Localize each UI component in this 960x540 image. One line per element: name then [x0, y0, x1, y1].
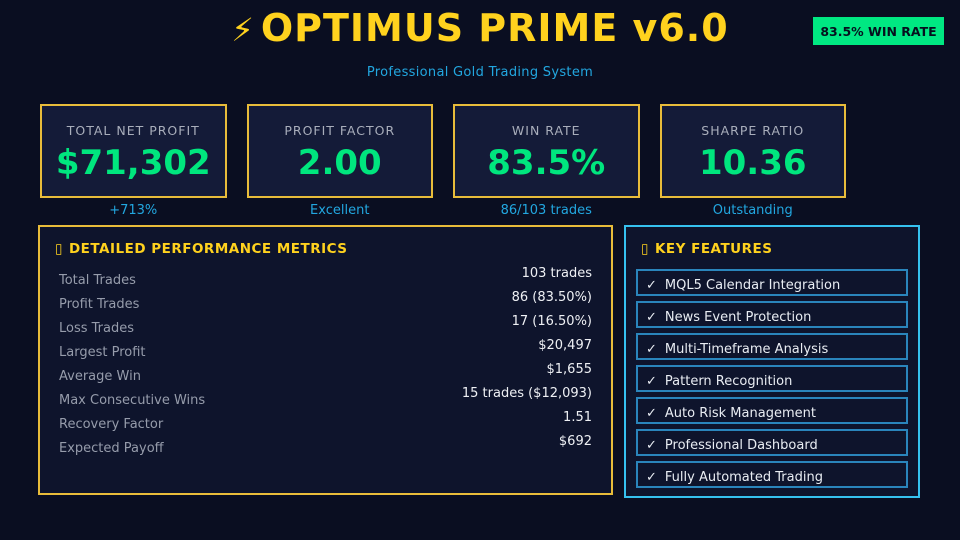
stat-card-value: $71,302	[55, 143, 211, 183]
metric-value: $1,655	[546, 361, 593, 377]
metric-label: Total Trades	[59, 272, 136, 288]
stat-card-label: TOTAL NET PROFIT	[66, 123, 200, 138]
check-icon: ✓	[646, 278, 657, 293]
key-features-title-text: KEY FEATURES	[654, 241, 773, 257]
feature-item: ✓ Multi-Timeframe Analysis	[636, 333, 908, 360]
stat-card-value: 2.00	[297, 143, 382, 183]
stat-card-caption: Outstanding	[712, 203, 793, 218]
feature-item: ✓ MQL5 Calendar Integration	[636, 269, 908, 296]
win-rate-badge: 83.5% WIN RATE	[813, 17, 944, 45]
metric-label: Max Consecutive Wins	[59, 392, 206, 408]
metric-value: 103 trades	[521, 265, 592, 281]
metric-value: 17 (16.50%)	[511, 313, 592, 329]
check-icon: ✓	[646, 374, 657, 389]
metric-label: Recovery Factor	[59, 416, 164, 432]
stat-card: WIN RATE 83.5% 86/103 trades	[453, 104, 640, 218]
stat-card-box: WIN RATE 83.5%	[453, 104, 640, 198]
metric-row: Max Consecutive Wins 15 trades ($12,093)	[59, 385, 592, 412]
metric-label: Largest Profit	[59, 344, 146, 360]
check-icon: ✓	[646, 470, 657, 485]
performance-metrics-title-text: DETAILED PERFORMANCE METRICS	[68, 241, 348, 257]
performance-metrics-title: ▯ DETAILED PERFORMANCE METRICS	[55, 241, 596, 257]
stat-card-label: WIN RATE	[511, 123, 581, 138]
metric-label: Loss Trades	[59, 320, 135, 336]
metric-row: Expected Payoff $692	[59, 433, 592, 460]
check-icon: ✓	[646, 342, 657, 357]
metric-row: Largest Profit $20,497	[59, 337, 592, 364]
stat-card-box: PROFIT FACTOR 2.00	[246, 104, 433, 198]
performance-metrics-panel: ▯ DETAILED PERFORMANCE METRICS Total Trad…	[38, 225, 613, 495]
metric-row: Recovery Factor 1.51	[59, 409, 592, 436]
metric-row: Average Win $1,655	[59, 361, 593, 388]
lightning-icon: ⚡	[231, 11, 255, 49]
feature-item: ✓ Pattern Recognition	[636, 365, 908, 392]
metric-row: Profit Trades 86 (83.50%)	[59, 289, 592, 316]
stat-card-label: PROFIT FACTOR	[284, 123, 396, 138]
stat-card-box: SHARPE RATIO 10.36	[659, 104, 846, 198]
metric-value: $20,497	[538, 337, 592, 353]
metric-rows: Total Trades 103 trades Profit Trades 86…	[59, 265, 593, 460]
feature-item-label: Professional Dashboard	[664, 438, 818, 453]
metric-value: 1.51	[563, 409, 592, 425]
stat-card-caption: Excellent	[310, 203, 370, 218]
feature-items: ✓ MQL5 Calendar Integration ✓ News Event…	[636, 269, 908, 488]
stat-card-label: SHARPE RATIO	[701, 123, 805, 138]
stat-card: TOTAL NET PROFIT $71,302 +713%	[40, 104, 227, 218]
page-title: ⚡ OPTIMUS PRIME v6.0	[0, 6, 960, 50]
feature-item: ✓ Auto Risk Management	[636, 397, 908, 424]
key-features-title: ▯ KEY FEATURES	[641, 241, 903, 257]
feature-item-label: News Event Protection	[664, 310, 812, 325]
stat-card: PROFIT FACTOR 2.00 Excellent	[246, 104, 433, 218]
metric-row: Loss Trades 17 (16.50%)	[59, 313, 592, 340]
metric-value: $692	[558, 433, 592, 449]
stat-card-value: 10.36	[698, 143, 807, 183]
check-icon: ✓	[646, 310, 657, 325]
metric-value: 15 trades ($12,093)	[461, 385, 592, 401]
feature-item-label: Multi-Timeframe Analysis	[664, 342, 829, 357]
stat-card-caption: +713%	[109, 203, 158, 218]
chart-placeholder-icon: ▯	[55, 241, 63, 257]
feature-item: ✓ Professional Dashboard	[636, 429, 908, 456]
feature-item: ✓ Fully Automated Trading	[636, 461, 908, 488]
page-subtitle: Professional Gold Trading System	[366, 65, 594, 80]
metric-value: 86 (83.50%)	[511, 289, 592, 305]
key-features-panel: ▯ KEY FEATURES ✓ MQL5 Calendar Integratio…	[624, 225, 920, 498]
stat-card-box: TOTAL NET PROFIT $71,302	[40, 104, 227, 198]
key-placeholder-icon: ▯	[641, 241, 649, 257]
stat-card: SHARPE RATIO 10.36 Outstanding	[659, 104, 846, 218]
stat-card-caption: 86/103 trades	[500, 203, 592, 218]
stat-cards: TOTAL NET PROFIT $71,302 +713% PROFIT FA…	[40, 104, 846, 218]
metric-label: Profit Trades	[59, 296, 140, 312]
metric-label: Average Win	[59, 368, 141, 384]
feature-item-label: Pattern Recognition	[664, 374, 793, 389]
feature-item-label: Auto Risk Management	[664, 406, 816, 421]
feature-item-label: Fully Automated Trading	[664, 470, 823, 485]
metric-row: Total Trades 103 trades	[59, 265, 592, 292]
check-icon: ✓	[646, 438, 657, 453]
feature-item-label: MQL5 Calendar Integration	[664, 278, 841, 293]
metric-label: Expected Payoff	[59, 440, 164, 456]
page-title-text: OPTIMUS PRIME v6.0	[260, 6, 729, 50]
check-icon: ✓	[646, 406, 657, 421]
feature-item: ✓ News Event Protection	[636, 301, 908, 328]
stat-card-value: 83.5%	[487, 143, 606, 183]
